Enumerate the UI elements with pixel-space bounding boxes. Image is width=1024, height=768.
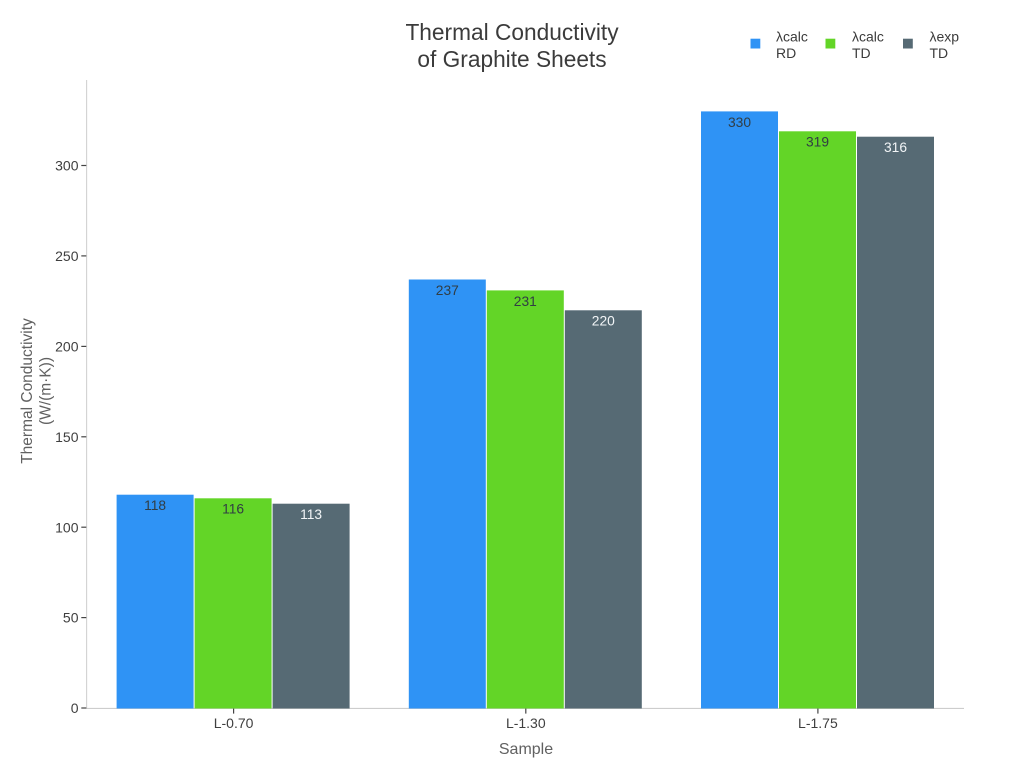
svg-text:319: 319	[806, 135, 829, 150]
svg-text:L-1.30: L-1.30	[506, 715, 546, 731]
svg-text:200: 200	[55, 339, 79, 355]
svg-text:Thermal Conductivity: Thermal Conductivity	[405, 19, 619, 45]
svg-text:TD: TD	[930, 45, 949, 61]
svg-text:237: 237	[436, 283, 459, 298]
svg-text:0: 0	[71, 700, 79, 716]
svg-text:116: 116	[222, 502, 244, 517]
svg-text:231: 231	[514, 294, 537, 309]
svg-text:λcalc: λcalc	[776, 28, 808, 44]
svg-text:300: 300	[55, 158, 79, 174]
svg-text:50: 50	[63, 610, 79, 626]
svg-text:L-1.75: L-1.75	[798, 715, 838, 731]
svg-text:220: 220	[592, 314, 615, 329]
svg-text:316: 316	[884, 140, 907, 155]
svg-text:118: 118	[144, 498, 166, 513]
svg-text:Sample: Sample	[499, 741, 553, 758]
svg-text:150: 150	[55, 429, 79, 445]
svg-text:Thermal Conductivity(W/(m·K)): Thermal Conductivity (W/(m·K))	[19, 318, 55, 464]
svg-text:L-0.70: L-0.70	[214, 715, 254, 731]
svg-text:330: 330	[728, 115, 751, 130]
svg-text:λexp: λexp	[930, 28, 960, 44]
svg-text:100: 100	[55, 519, 79, 535]
svg-text:113: 113	[300, 507, 322, 522]
svg-text:TD: TD	[852, 45, 871, 61]
svg-text:λcalc: λcalc	[852, 28, 884, 44]
svg-text:250: 250	[55, 248, 79, 264]
svg-text:RD: RD	[776, 45, 796, 61]
svg-text:of Graphite Sheets: of Graphite Sheets	[417, 46, 606, 72]
